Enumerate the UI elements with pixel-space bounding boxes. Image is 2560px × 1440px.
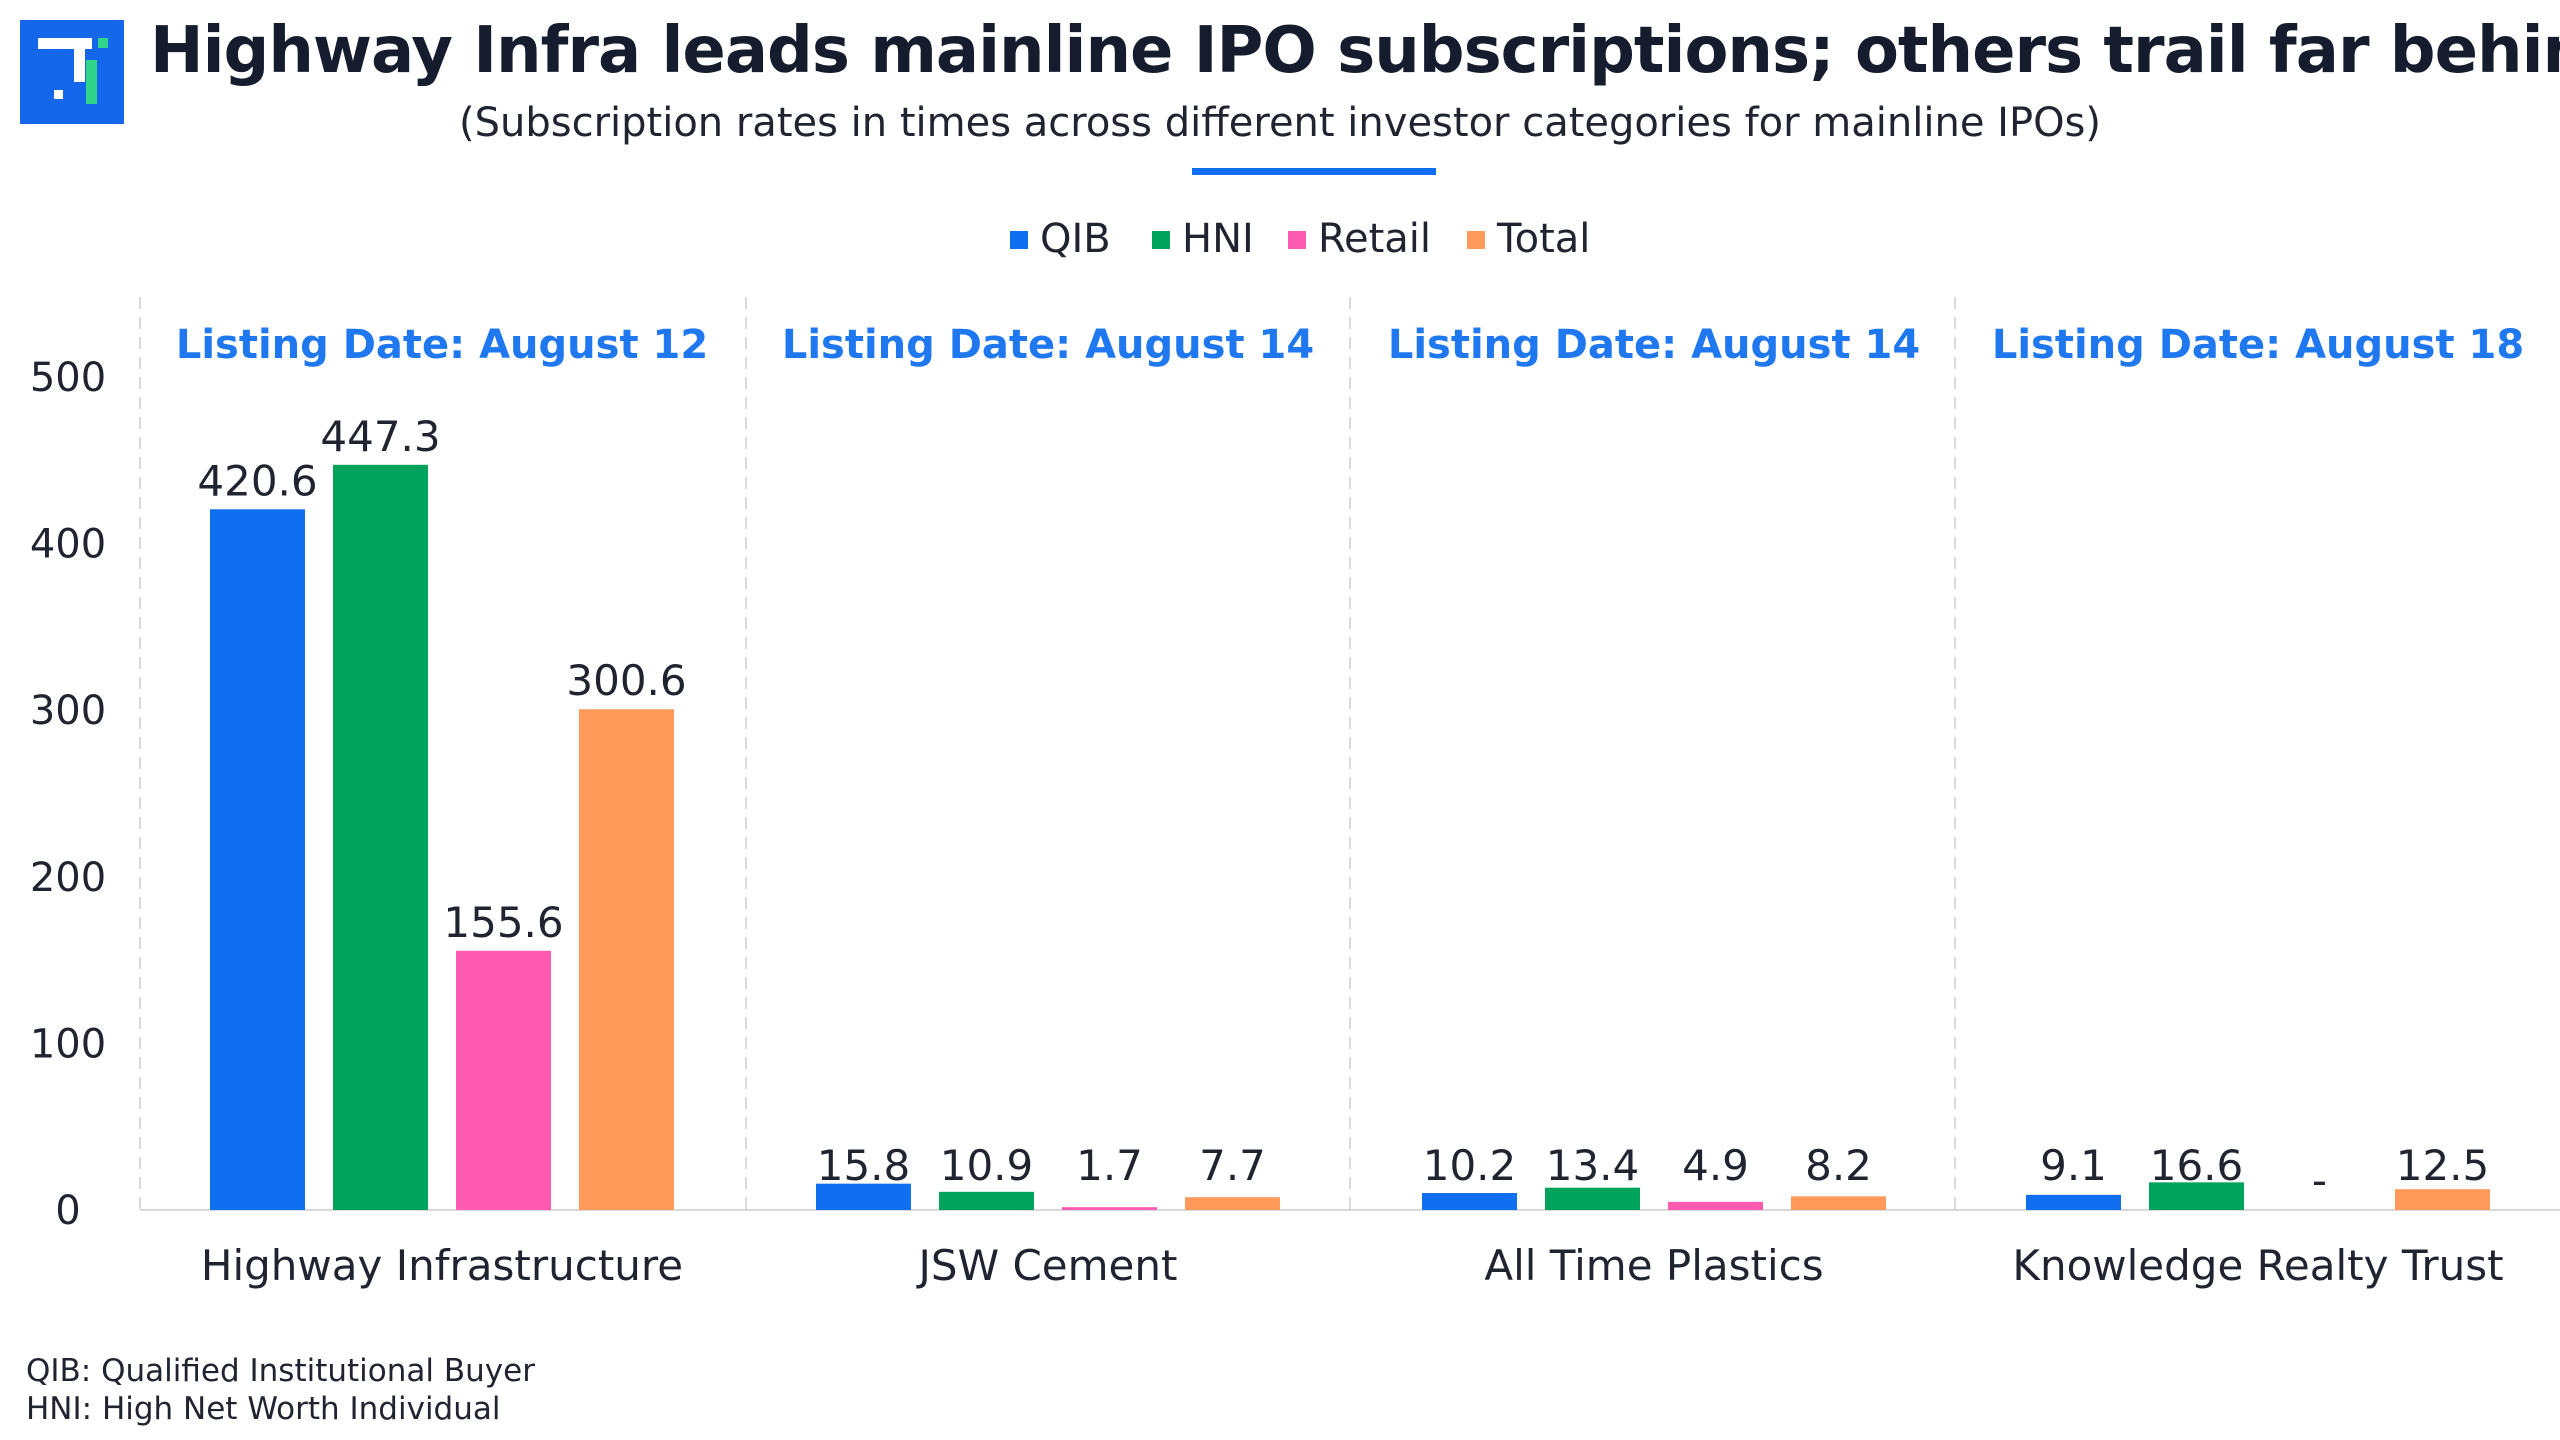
category-label: JSW Cement: [916, 1241, 1178, 1290]
y-tick-label: 100: [30, 1021, 106, 1067]
page-title: Highway Infra leads mainline IPO subscri…: [150, 14, 2560, 88]
bar-hni-highway-infrastructure: [333, 464, 428, 1210]
bar-qib-all-time-plastics: [1422, 1193, 1517, 1210]
bar-total-jsw-cement: [1185, 1197, 1280, 1210]
y-tick-label: 200: [30, 855, 106, 901]
page-subtitle: (Subscription rates in times across diff…: [459, 100, 2101, 146]
bar-qib-highway-infrastructure: [210, 509, 305, 1210]
footnote-qib: QIB: Qualified Institutional Buyer: [26, 1353, 535, 1389]
data-label-total-knowledge-realty-trust: 12.5: [2396, 1141, 2490, 1190]
listing-date-header: Listing Date: August 14: [782, 322, 1314, 368]
listing-date-header: Listing Date: August 14: [1388, 322, 1920, 368]
legend-swatch-total: [1467, 231, 1485, 249]
listing-date-header: Listing Date: August 18: [1992, 322, 2524, 368]
category-label: All Time Plastics: [1484, 1241, 1823, 1290]
brand-logo-icon: [20, 20, 124, 129]
data-label-qib-highway-infrastructure: 420.6: [197, 456, 317, 505]
data-label-retail-all-time-plastics: 4.9: [1682, 1141, 1749, 1190]
legend-label-total: Total: [1496, 216, 1590, 262]
bar-hni-all-time-plastics: [1545, 1187, 1640, 1210]
y-tick-label: 0: [55, 1188, 80, 1234]
data-label-total-highway-infrastructure: 300.6: [566, 656, 686, 705]
bar-retail-highway-infrastructure: [456, 950, 551, 1210]
bar-total-knowledge-realty-trust: [2395, 1189, 2490, 1210]
bar-hni-jsw-cement: [939, 1191, 1034, 1210]
data-label-hni-knowledge-realty-trust: 16.6: [2150, 1141, 2244, 1190]
legend-label-qib: QIB: [1040, 216, 1111, 262]
legend-swatch-qib: [1010, 231, 1028, 249]
data-label-qib-all-time-plastics: 10.2: [1423, 1141, 1517, 1190]
data-label-total-all-time-plastics: 8.2: [1805, 1141, 1872, 1190]
listing-date-header: Listing Date: August 12: [176, 322, 708, 368]
bar-hni-knowledge-realty-trust: [2149, 1182, 2244, 1210]
legend-swatch-hni: [1152, 231, 1170, 249]
data-label-qib-jsw-cement: 15.8: [817, 1141, 911, 1190]
category-label: Highway Infrastructure: [201, 1241, 683, 1290]
data-label-total-jsw-cement: 7.7: [1199, 1141, 1266, 1190]
data-label-retail-jsw-cement: 1.7: [1076, 1141, 1143, 1190]
ipo-subscription-chart: QIB HNI Retail Total 0 100 200 300 400 500 Listing…: [30, 216, 2560, 1290]
y-tick-label: 400: [30, 522, 106, 568]
bar-retail-jsw-cement: [1062, 1207, 1157, 1210]
data-label-retail-knowledge-realty-trust: -: [2312, 1156, 2327, 1205]
footnote-hni: HNI: High Net Worth Individual: [26, 1391, 501, 1427]
data-label-retail-highway-infrastructure: 155.6: [443, 898, 563, 947]
legend-label-retail: Retail: [1318, 216, 1431, 262]
subtitle-underline: [1192, 168, 1436, 175]
y-tick-label: 300: [30, 688, 106, 734]
bar-qib-jsw-cement: [816, 1183, 911, 1210]
data-label-qib-knowledge-realty-trust: 9.1: [2040, 1141, 2107, 1190]
footnotes: QIB: Qualified Institutional Buyer HNI: …: [26, 1352, 535, 1428]
bar-retail-all-time-plastics: [1668, 1201, 1763, 1210]
legend-label-hni: HNI: [1182, 216, 1254, 262]
legend-swatch-retail: [1288, 231, 1306, 249]
bar-total-highway-infrastructure: [579, 709, 674, 1210]
data-label-hni-all-time-plastics: 13.4: [1546, 1141, 1640, 1190]
y-tick-label: 500: [30, 355, 106, 401]
bar-qib-knowledge-realty-trust: [2026, 1194, 2121, 1210]
category-label: Knowledge Realty Trust: [2012, 1241, 2503, 1290]
bar-total-all-time-plastics: [1791, 1196, 1886, 1210]
data-label-hni-highway-infrastructure: 447.3: [320, 412, 440, 461]
data-label-hni-jsw-cement: 10.9: [940, 1141, 1034, 1190]
